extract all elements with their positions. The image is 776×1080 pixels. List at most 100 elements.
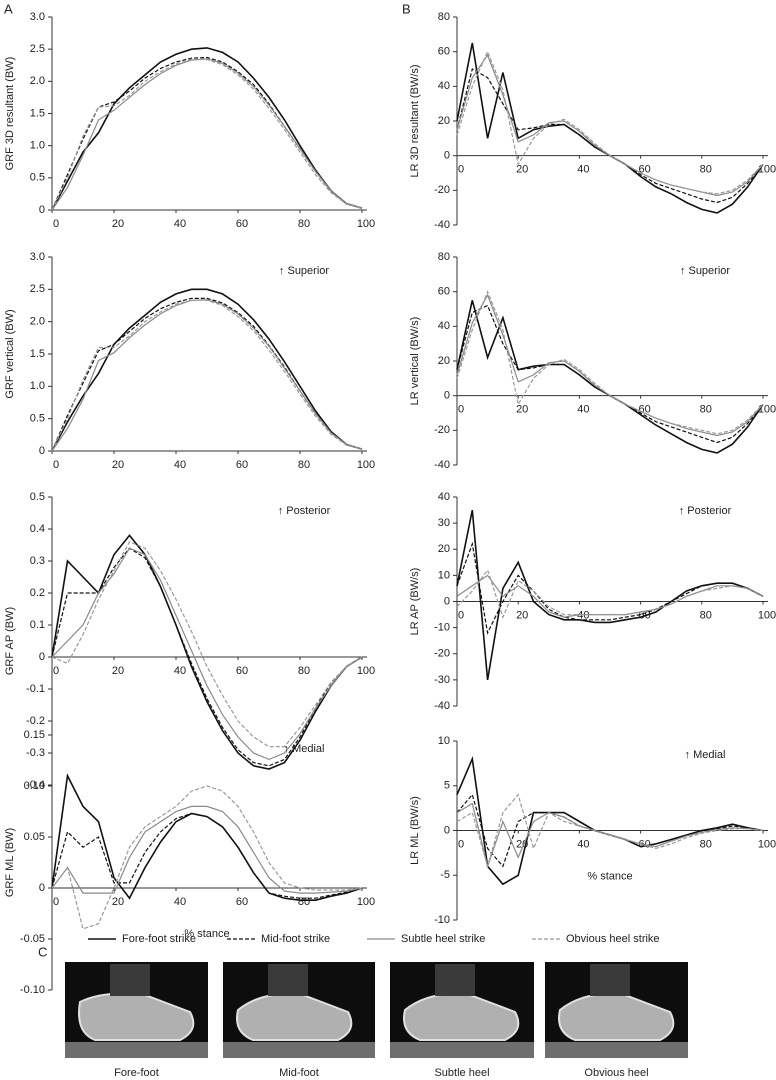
- y-tick-label: 0: [444, 150, 450, 162]
- x-tick-label: 40: [174, 459, 186, 471]
- photo: [223, 962, 375, 1058]
- chart: 0.15 0.10 0.05 0 -0.05 -0.10 0 20 40 60 80 100 GRF M…: [4, 729, 375, 996]
- series-line: [51, 805, 363, 894]
- y-tick-label: 0.15: [24, 729, 45, 741]
- y-tick-label: 1.0: [30, 140, 45, 152]
- x-tick-label: 40: [174, 665, 186, 677]
- shoe: [403, 993, 520, 1041]
- series-line: [51, 58, 363, 211]
- y-tick-label: 20: [438, 355, 450, 367]
- y-tick-label: 40: [438, 491, 450, 503]
- x-tick-label: 20: [516, 609, 528, 621]
- series-line: [51, 534, 363, 770]
- photo: [390, 962, 534, 1058]
- ankle: [110, 964, 150, 996]
- ankle: [435, 964, 475, 996]
- y-tick-label: 0: [444, 824, 450, 836]
- series-line: [51, 58, 363, 211]
- y-tick-label: 0: [39, 204, 45, 216]
- panel-label: C: [38, 944, 47, 959]
- y-tick-label: 0.5: [30, 172, 45, 184]
- series-line: [456, 50, 764, 195]
- x-tick-label: 100: [357, 665, 375, 677]
- chart: 0.50.40.30.20.10-0.1-0.2-0.3-0.40 20 40 60 8…: [4, 491, 375, 791]
- x-tick-label: 60: [638, 404, 650, 416]
- y-tick-label: 0.3: [30, 555, 45, 567]
- annotation: ↑ Superior: [680, 265, 730, 277]
- legend-label: Obvious heel strike: [566, 933, 660, 945]
- y-tick-label: -30: [434, 674, 450, 686]
- y-tick-label: 3.0: [30, 11, 45, 23]
- y-tick-label: -0.4: [26, 779, 45, 791]
- photo-caption: Subtle heel: [434, 1067, 489, 1079]
- x-tick-label: 100: [758, 609, 776, 621]
- series-line: [51, 299, 363, 452]
- x-tick-label: 80: [298, 665, 310, 677]
- y-tick-label: 10: [438, 735, 450, 747]
- x-tick-label: 80: [700, 838, 712, 850]
- y-axis-label: GRF ML (BW): [4, 828, 16, 897]
- y-tick-label: -20: [434, 184, 450, 196]
- y-tick-label: -20: [434, 424, 450, 436]
- x-tick-label: 0: [458, 404, 464, 416]
- y-tick-label: 2.0: [30, 75, 45, 87]
- x-tick-label: 40: [577, 164, 589, 176]
- photo-caption: Obvious heel: [584, 1067, 648, 1079]
- y-tick-label: 80: [438, 251, 450, 263]
- ankle: [268, 964, 308, 996]
- x-tick-label: 60: [236, 459, 248, 471]
- photo-floor: [65, 1042, 208, 1058]
- y-tick-label: 5: [444, 780, 450, 792]
- x-tick-label: 20: [112, 665, 124, 677]
- x-tick-label: 40: [577, 838, 589, 850]
- y-tick-label: 0.2: [30, 587, 45, 599]
- series-line: [51, 812, 363, 899]
- y-tick-label: -5: [440, 869, 450, 881]
- legend-label: Subtle heel strike: [401, 933, 485, 945]
- x-tick-label: 80: [298, 896, 310, 908]
- y-tick-label: 0.10: [24, 780, 45, 792]
- panel-label: A: [4, 1, 13, 16]
- y-tick-label: -40: [434, 700, 450, 712]
- y-tick-label: -40: [434, 219, 450, 231]
- x-tick-label: 0: [53, 896, 59, 908]
- series-line: [456, 568, 764, 619]
- y-tick-label: 0: [39, 651, 45, 663]
- x-tick-label: 0: [458, 164, 464, 176]
- y-axis-label: GRF vertical (BW): [4, 309, 16, 398]
- annotation: ↑ Medial: [284, 743, 325, 755]
- x-tick-label: 100: [758, 404, 776, 416]
- series-line: [51, 47, 363, 211]
- chart: 0 0.5 1.0 1.5 2.0 2.5 3.0 0 20 40 60 80 100 GRF 3D re…: [4, 11, 375, 230]
- series-line: [51, 785, 363, 930]
- y-tick-label: 0: [39, 882, 45, 894]
- x-tick-label: 20: [516, 164, 528, 176]
- x-tick-label: 40: [577, 404, 589, 416]
- series-line: [456, 300, 764, 454]
- legend-label: Fore-foot strike: [122, 933, 196, 945]
- y-tick-label: 80: [438, 11, 450, 23]
- y-tick-label: 0.5: [30, 413, 45, 425]
- y-tick-label: -10: [434, 622, 450, 634]
- series-line: [456, 574, 764, 618]
- x-tick-label: 60: [236, 896, 248, 908]
- y-axis-label: LR ML (BW/s): [409, 796, 421, 865]
- photo-caption: Mid-foot: [279, 1067, 319, 1079]
- series-line: [51, 541, 363, 748]
- y-tick-label: 2.5: [30, 283, 45, 295]
- y-tick-label: 0: [444, 595, 450, 607]
- y-axis-label: GRF AP (BW): [4, 607, 16, 675]
- annotation: ↑ Medial: [685, 749, 726, 761]
- photo-floor: [545, 1042, 688, 1058]
- x-tick-label: 60: [236, 218, 248, 230]
- photo: [545, 962, 688, 1058]
- x-tick-label: 40: [577, 609, 589, 621]
- x-tick-label: 100: [357, 896, 375, 908]
- x-tick-label: 100: [758, 838, 776, 850]
- photo-floor: [390, 1042, 534, 1058]
- x-tick-label: 0: [53, 665, 59, 677]
- x-tick-label: 0: [458, 838, 464, 850]
- ankle: [590, 964, 630, 996]
